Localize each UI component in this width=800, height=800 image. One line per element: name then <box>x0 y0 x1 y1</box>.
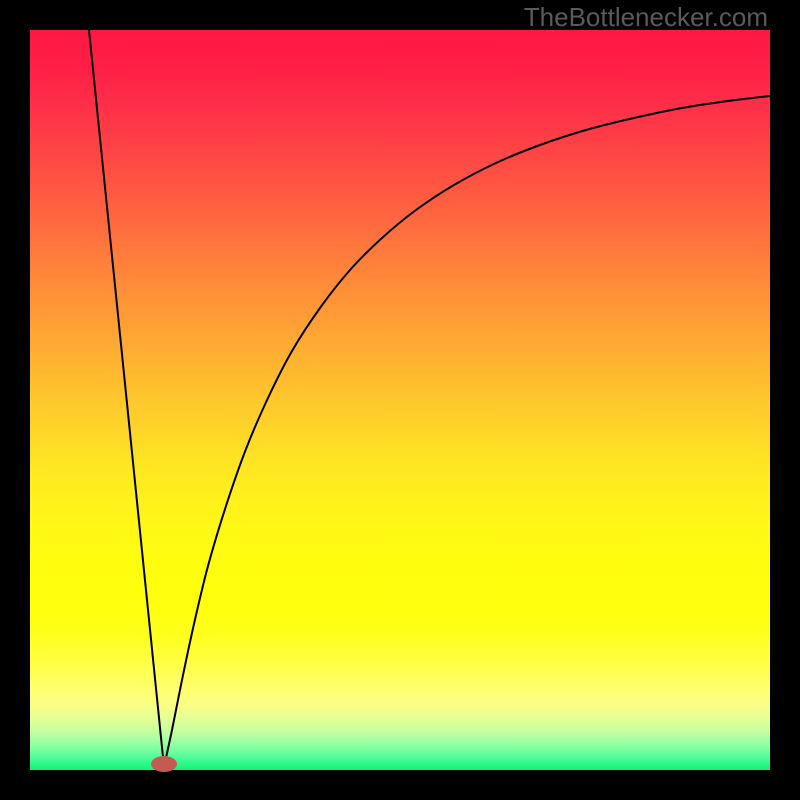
chart-container: TheBottlenecker.com <box>0 0 800 800</box>
curve-layer <box>30 30 770 770</box>
optimal-point-marker <box>151 756 177 772</box>
watermark-text: TheBottlenecker.com <box>524 2 768 33</box>
bottleneck-curve <box>89 30 770 767</box>
plot-area <box>30 30 770 770</box>
